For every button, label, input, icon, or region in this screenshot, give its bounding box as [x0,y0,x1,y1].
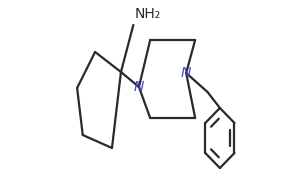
Text: N: N [134,80,144,94]
Text: N: N [181,66,191,80]
Text: NH₂: NH₂ [134,7,161,21]
